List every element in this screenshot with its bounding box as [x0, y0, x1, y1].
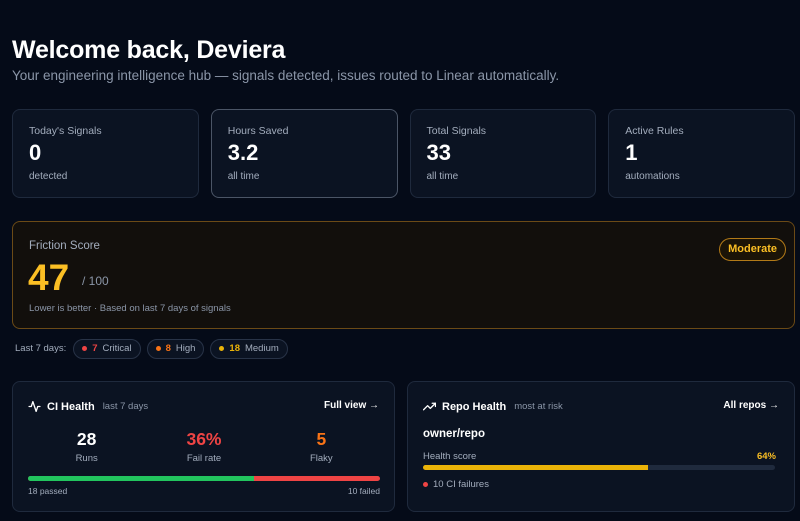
ci-metric-value: 28: [76, 429, 97, 449]
medium-dot-icon: [219, 346, 225, 351]
repo-health-panel: Repo Health most at risk All repos → own…: [407, 381, 795, 512]
stat-label: Total Signals: [426, 125, 487, 137]
stat-value: 0: [29, 140, 42, 165]
friction-label: Friction Score: [29, 240, 100, 252]
repo-name[interactable]: owner/repo: [423, 428, 485, 440]
severity-label: Medium: [244, 343, 279, 354]
stat-card-active-rules[interactable]: Active Rules 1 automations: [608, 109, 795, 198]
severity-summary: Last 7 days: 7 Critical 8 High 18 Medium: [15, 338, 288, 359]
ci-health-title: CI Health: [47, 400, 95, 413]
stat-sub: all time: [227, 171, 260, 182]
ci-health-period: last 7 days: [102, 401, 149, 412]
trending-up-icon: [423, 400, 436, 413]
ci-metric-label: Runs: [75, 453, 98, 464]
ci-pass-fail-bar: [28, 476, 380, 481]
ci-failures-text: 10 CI failures: [433, 479, 489, 490]
health-score-bar: [423, 465, 775, 470]
ci-bar-legend: 18 passed 10 failed: [28, 486, 380, 496]
critical-dot-icon: [82, 346, 88, 351]
ci-failed-label: 10 failed: [347, 486, 380, 496]
stat-card-total-signals[interactable]: Total Signals 33 all time: [409, 109, 597, 198]
health-score-value: 64%: [756, 451, 776, 462]
ci-metric-value: 5: [316, 429, 327, 449]
ci-metric-runs: 28 Runs: [28, 429, 145, 464]
page-title: Welcome back, Deviera: [12, 36, 286, 64]
high-dot-icon: [155, 346, 161, 351]
stat-label: Active Rules: [625, 125, 684, 137]
severity-label: Critical: [102, 343, 132, 354]
activity-icon: [28, 400, 41, 413]
stat-sub: automations: [625, 171, 680, 182]
ci-metric-value: 36%: [186, 429, 222, 449]
severity-count: 18: [229, 343, 240, 354]
health-score-fill: [423, 465, 649, 470]
stat-label: Hours Saved: [227, 125, 289, 137]
stat-card-todays-signals[interactable]: Today's Signals 0 detected: [12, 109, 199, 198]
health-score-label: Health score: [423, 451, 477, 462]
full-view-link[interactable]: Full view →: [323, 400, 379, 411]
severity-label: High: [175, 343, 196, 354]
all-repos-link[interactable]: All repos →: [723, 400, 779, 411]
ci-metric-label: Fail rate: [186, 453, 222, 464]
repo-health-sub: most at risk: [514, 401, 563, 412]
ci-health-panel: CI Health last 7 days Full view → 28 Run…: [12, 381, 395, 512]
stat-sub: all time: [426, 171, 459, 182]
failure-dot-icon: [423, 482, 428, 487]
ci-metric-label: Flaky: [309, 453, 333, 464]
stat-sub: detected: [29, 171, 68, 182]
friction-score-value: 47: [28, 257, 70, 298]
severity-pill-critical[interactable]: 7 Critical: [73, 338, 141, 359]
stat-value: 1: [625, 140, 638, 165]
severity-count: 7: [92, 343, 98, 354]
ci-passed-label: 18 passed: [28, 486, 68, 496]
repo-health-header: Repo Health most at risk: [423, 400, 563, 413]
severity-count: 8: [165, 343, 171, 354]
stat-cards: Today's Signals 0 detected Hours Saved 3…: [12, 109, 795, 198]
friction-score-max: / 100: [82, 274, 109, 288]
ci-passed-fill: [28, 476, 255, 481]
friction-score-card: Friction Score 47 / 100 Lower is better …: [12, 221, 795, 329]
page-subtitle: Your engineering intelligence hub — sign…: [12, 68, 560, 83]
stat-card-hours-saved[interactable]: Hours Saved 3.2 all time: [210, 109, 398, 198]
ci-metrics: 28 Runs 36% Fail rate 5 Flaky: [28, 429, 380, 464]
friction-note: Lower is better · Based on last 7 days o…: [29, 303, 231, 314]
severity-pill-high[interactable]: 8 High: [146, 338, 205, 359]
stat-value: 3.2: [227, 140, 259, 165]
repo-health-title: Repo Health: [442, 400, 507, 413]
ci-metric-flaky: 5 Flaky: [263, 429, 380, 464]
severity-lead-label: Last 7 days:: [15, 343, 67, 354]
ci-failures-indicator: 10 CI failures: [423, 479, 489, 490]
severity-pill-medium[interactable]: 18 Medium: [210, 338, 288, 359]
ci-health-header: CI Health last 7 days: [28, 400, 148, 413]
stat-value: 33: [426, 140, 451, 165]
ci-metric-fail-rate: 36% Fail rate: [145, 429, 262, 464]
friction-status-badge: Moderate: [719, 238, 786, 261]
stat-label: Today's Signals: [29, 125, 102, 137]
